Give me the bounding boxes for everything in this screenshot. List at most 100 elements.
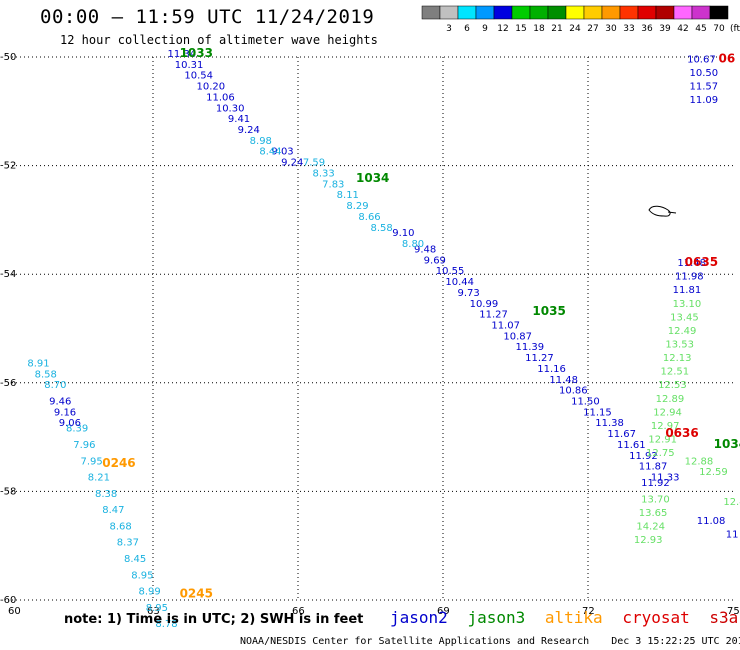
x-tick-label: 75	[727, 606, 740, 617]
wave-height-label: 12.51	[661, 367, 690, 378]
wave-height-label: 10.50	[690, 68, 719, 79]
wave-height-label: 10.67	[687, 54, 716, 65]
y-tick-label: -56	[0, 378, 16, 389]
wave-height-label: 11.09	[690, 95, 719, 106]
legend-bin-label: 18	[533, 24, 545, 34]
island-shape	[648, 205, 671, 217]
wave-height-label: 11.38	[595, 418, 624, 429]
y-tick-label: -58	[0, 486, 16, 497]
wave-height-label: 11.15	[583, 407, 612, 418]
legend-color-swatch	[457, 5, 477, 20]
wave-height-label: 11.98	[675, 272, 704, 283]
legend-color-swatch	[583, 5, 603, 20]
satellite-legend: jason2 jason3 altika cryosat s3a	[390, 608, 740, 627]
wave-height-label: 11.92	[629, 451, 658, 462]
wave-height-label: 7.95	[81, 456, 103, 467]
legend-color-swatch	[511, 5, 531, 20]
wave-height-label: 8.91	[27, 359, 49, 370]
legend-color-swatch	[619, 5, 639, 20]
wave-height-label: 10.99	[470, 299, 499, 310]
pass-time-label: 1033	[180, 46, 213, 60]
wave-height-label: 9.16	[54, 407, 76, 418]
footer: NOAA/NESDIS Center for Satellite Applica…	[240, 636, 740, 647]
wave-height-label: 8.95	[146, 603, 168, 614]
wave-height-label: 8.45	[124, 554, 146, 565]
wave-height-label: 10.20	[197, 82, 226, 93]
wave-height-label: 8.39	[66, 424, 88, 435]
wave-height-label: 9.73	[458, 288, 480, 299]
wave-height-label: 12.53	[658, 380, 687, 391]
wave-height-label: 8.78	[155, 619, 177, 630]
wave-height-label: 8.66	[358, 212, 380, 223]
map-subtitle: 12 hour collection of altimeter wave hei…	[60, 33, 378, 47]
satellite-s3a: s3a	[709, 608, 739, 627]
pass-time-label: 1034	[714, 437, 740, 451]
x-tick-label: 60	[8, 606, 21, 617]
wave-height-label: 11.08	[697, 516, 726, 527]
wave-height-label: 10.86	[559, 386, 588, 397]
wave-height-label: 11.27	[479, 310, 508, 321]
map-title: 00:00 – 11:59 UTC 11/24/2019	[40, 6, 375, 28]
wave-height-label: 11.57	[690, 82, 719, 93]
y-tick-label: -60	[0, 595, 16, 606]
wave-height-label: 8.44	[259, 147, 281, 158]
legend-color-swatch	[601, 5, 621, 20]
legend-color-swatch	[655, 5, 675, 20]
wave-height-label: 9.41	[228, 114, 250, 125]
wave-height-label: 12.49	[668, 326, 697, 337]
wave-height-label: 11.48	[677, 258, 706, 269]
legend-color-swatch	[547, 5, 567, 20]
wave-height-label: 11.39	[516, 342, 545, 353]
wave-height-label: 12.4	[723, 497, 740, 508]
wave-height-label: 8.68	[110, 521, 132, 532]
wave-height-label: 11.50	[571, 397, 600, 408]
legend-bin-label: 27	[587, 24, 598, 34]
wave-height-label: 11.27	[525, 353, 554, 364]
wave-height-label: 8.33	[313, 168, 335, 179]
wave-height-label: 14.24	[636, 521, 665, 532]
wave-height-label: 8.21	[88, 473, 110, 484]
x-tick-label: 69	[437, 606, 450, 617]
wave-height-label: 10.30	[216, 103, 245, 114]
satellite-cryosat: cryosat	[622, 608, 690, 627]
wave-height-label: 11.81	[673, 285, 702, 296]
wave-height-label: 12.13	[663, 353, 692, 364]
wave-height-label: 8.95	[131, 570, 153, 581]
wave-height-label: 9.10	[392, 228, 414, 239]
wave-height-label: 11.07	[491, 321, 520, 332]
wave-height-label: 12.94	[653, 407, 682, 418]
legend-color-swatch	[565, 5, 585, 20]
x-tick-label: 63	[147, 606, 160, 617]
wave-height-label: 11.33	[651, 473, 680, 484]
legend-color-swatch	[673, 5, 693, 20]
wave-height-label: 11.87	[639, 462, 668, 473]
legend-bin-label: 24	[569, 24, 581, 34]
wave-height-label: 12.91	[648, 435, 677, 446]
wave-height-label: 10.54	[184, 71, 213, 82]
legend-bin-label: 39	[659, 24, 671, 34]
satellite-altika: altika	[544, 608, 603, 627]
wave-height-label: 13.53	[665, 340, 694, 351]
legend-unit: (ft)	[730, 24, 740, 34]
wave-height-label: 13.65	[639, 508, 668, 519]
wave-height-label: 8.38	[95, 489, 117, 500]
x-tick-label: 66	[292, 606, 305, 617]
island-spit	[667, 211, 677, 214]
pass-time-label: 0245	[180, 586, 213, 600]
pass-time-label: 1034	[356, 171, 389, 185]
wave-height-label: 7.96	[73, 440, 95, 451]
wave-height-label: 13.45	[670, 312, 699, 323]
wave-height-label: 7.59	[303, 158, 325, 169]
wave-height-label: 8.99	[139, 587, 161, 598]
units-note: note: 1) Time is in UTC; 2) SWH is in fe…	[64, 612, 364, 627]
wave-height-label: 7.83	[322, 179, 344, 190]
wave-height-label: 13.70	[641, 494, 670, 505]
legend-bin-label: 30	[605, 24, 617, 34]
wave-height-label: 11.67	[607, 429, 636, 440]
wave-height-label: 13.10	[673, 299, 702, 310]
wave-height-label: 12.89	[656, 394, 685, 405]
wave-height-label: 8.58	[371, 223, 393, 234]
wave-height-label: 9.46	[49, 397, 71, 408]
